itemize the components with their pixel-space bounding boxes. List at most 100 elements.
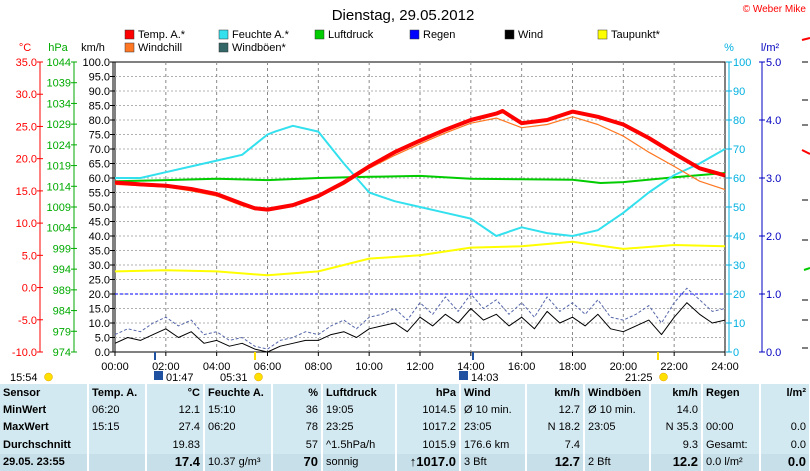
kmh-tick-label: 100.0: [82, 57, 110, 69]
celsius-tick-label: -5.0: [18, 315, 37, 327]
lm2-tick-label: 0.0: [766, 347, 781, 359]
x-tick-label: 24:00: [711, 361, 739, 373]
x-tick-label: 12:00: [406, 361, 434, 373]
percent-tick-label: 50: [733, 202, 745, 214]
legend-swatch: [409, 29, 420, 40]
hpa-tick-label: 1019: [47, 161, 71, 173]
row-label: 29.05. 23:55: [0, 453, 89, 471]
gust-time: 23:05: [584, 418, 651, 437]
axis-unit-labels: °C hPa km/h % l/m²: [19, 42, 780, 54]
pressure-time: sonnig: [322, 453, 397, 471]
table-row: 29.05. 23:55 17.4 10.37 g/m³ 70 sonnig ↑…: [0, 453, 810, 471]
percent-tick-label: 20: [733, 289, 745, 301]
gust-value: N 35.3: [650, 418, 703, 437]
hpa-tick-label: 984: [53, 306, 71, 318]
wind-time: 3 Bft: [460, 453, 527, 471]
temp-value: 12.1: [146, 401, 205, 419]
percent-tick-label: 40: [733, 231, 745, 243]
legend-swatch: [314, 29, 325, 40]
legend-label: Windböen*: [232, 42, 287, 54]
astro-time-label: 14:03: [471, 372, 499, 384]
x-tick-label: 00:00: [101, 361, 129, 373]
hpa-tick-label: 1009: [47, 202, 71, 214]
celsius-tick-label: 0.0: [22, 283, 37, 295]
header-humidity: Feuchte A.: [204, 384, 273, 402]
percent-tick-label: 80: [733, 115, 745, 127]
astro-time: 21:25: [625, 372, 668, 384]
humidity-time: 15:10: [204, 401, 273, 419]
hpa-tick-label: 1044: [47, 57, 71, 69]
hpa-tick-label: 1029: [47, 119, 71, 131]
series-line-windb-en: [114, 287, 726, 350]
pressure-time: 23:25: [322, 418, 397, 437]
x-tick-label: 10:00: [355, 361, 383, 373]
header-gust-unit: km/h: [650, 384, 703, 402]
pressure-value: 1014.5: [396, 401, 461, 419]
rain-time: Gesamt:: [702, 436, 761, 454]
legend-swatch: [124, 42, 135, 53]
percent-tick-label: 90: [733, 86, 745, 98]
celsius-tick-label: 5.0: [22, 250, 37, 262]
temp-time: 06:20: [88, 401, 147, 419]
lm2-tick-label: 4.0: [766, 115, 781, 127]
wind-value: 12.7: [526, 401, 585, 419]
legend-label: Windchill: [138, 42, 182, 54]
table-row: MaxWert 15:15 27.4 06:20 78 23:25 1017.2…: [0, 418, 810, 437]
x-tick-label: 08:00: [305, 361, 333, 373]
lm2-tick-label: 2.0: [766, 231, 781, 243]
astro-times: 15:54 01:47 05:31 14:03 21:25: [10, 352, 668, 384]
table-header-row: Sensor Temp. A. °C Feuchte A. % Luftdruc…: [0, 384, 810, 402]
legend-swatch: [124, 29, 135, 40]
pressure-value: 1015.9: [396, 436, 461, 454]
legend-swatch: [218, 42, 229, 53]
kmh-tick-label: 30.0: [89, 260, 110, 272]
series: [114, 109, 726, 353]
legend-label: Luftdruck: [328, 29, 374, 41]
hpa-tick-label: 1024: [47, 140, 71, 152]
legend-label: Wind: [518, 29, 543, 41]
series-line-wind: [114, 302, 726, 353]
celsius-tick-label: -10.0: [12, 347, 37, 359]
header-gust: Windböen: [584, 384, 651, 402]
astro-time-label: 15:54: [10, 372, 38, 384]
rain-time: 0.0 l/m²: [702, 453, 761, 471]
chart-legend: Temp. A.* Feuchte A.* Luftdruck Regen Wind Ta…: [124, 29, 661, 54]
legend-label: Taupunkt*: [611, 29, 661, 41]
wind-time: Ø 10 min.: [460, 401, 527, 419]
weather-chart: Dienstag, 29.05.2012 © Weber Mike Temp. …: [10, 4, 810, 384]
hpa-tick-label: 1034: [47, 98, 71, 110]
gust-time: 2 Bft: [584, 453, 651, 471]
kmh-tick-label: 75.0: [89, 130, 110, 142]
kmh-tick-label: 15.0: [89, 304, 110, 316]
x-tick-label: 02:00: [152, 361, 180, 373]
header-temp-unit: °C: [146, 384, 205, 402]
x-tick-label: 16:00: [508, 361, 536, 373]
table-row: Durchschnitt 19.83 57 ^1.5hPa/h 1015.9 1…: [0, 436, 810, 454]
x-tick-label: 06:00: [254, 361, 282, 373]
hpa-tick-label: 979: [53, 326, 71, 338]
series-line-luftdruck: [114, 172, 726, 184]
moonset-icon: [459, 371, 468, 380]
header-wind: Wind: [460, 384, 527, 402]
copyright-text: © Weber Mike: [743, 4, 807, 15]
humidity-value: 78: [272, 418, 323, 437]
celsius-tick-label: 25.0: [16, 121, 37, 133]
x-tick-label: 04:00: [203, 361, 231, 373]
statistics-table: Sensor Temp. A. °C Feuchte A. % Luftdruc…: [0, 384, 810, 471]
kmh-tick-label: 45.0: [89, 217, 110, 229]
humidity-time: 06:20: [204, 418, 273, 437]
hpa-tick-label: 974: [53, 347, 71, 359]
humidity-value: 36: [272, 401, 323, 419]
row-label: MinWert: [0, 401, 89, 419]
percent-tick-label: 70: [733, 144, 745, 156]
celsius-tick-label: 35.0: [16, 57, 37, 69]
kmh-tick-label: 5.0: [95, 333, 110, 345]
wind-time: 23:05: [460, 418, 527, 437]
percent-tick-label: 10: [733, 318, 745, 330]
sunset-icon: [659, 372, 668, 382]
rain-value: 0.0: [760, 436, 810, 454]
legend-swatch: [218, 29, 229, 40]
temp-time: [88, 436, 147, 454]
percent-tick-label: 60: [733, 173, 745, 185]
kmh-tick-label: 10.0: [89, 318, 110, 330]
